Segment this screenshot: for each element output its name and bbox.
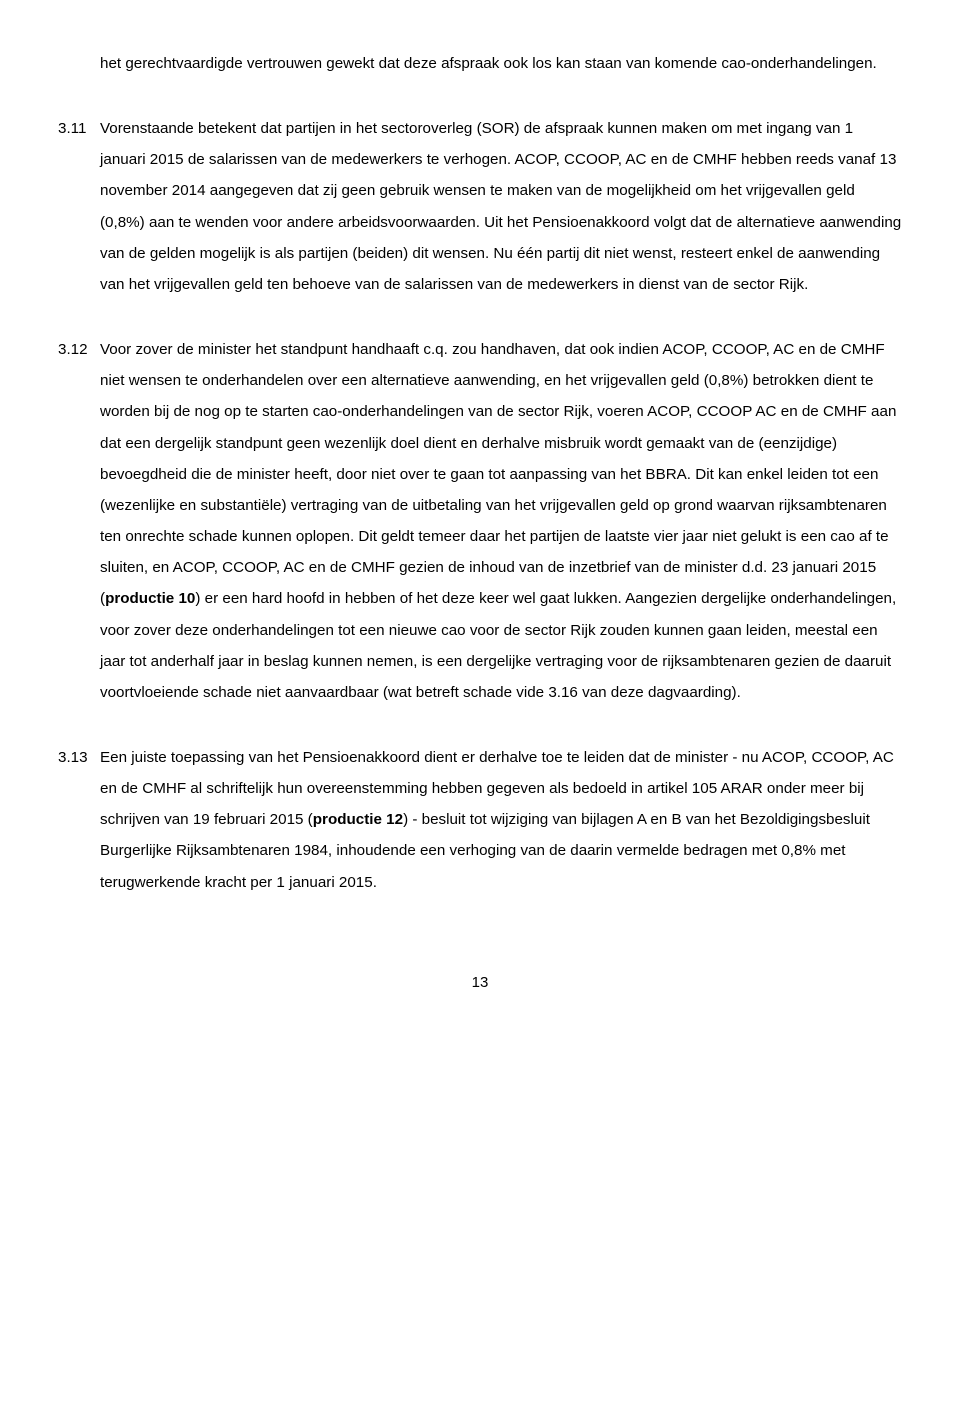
productie-10-ref: productie 10 [105,590,195,607]
para-3-12-text-a: Voor zover de minister het standpunt han… [100,341,896,607]
para-3-11: 3.11 Vorenstaande betekent dat partijen … [58,113,902,300]
para-number-3-13: 3.13 [58,742,100,773]
para-3-13: 3.13 Een juiste toepassing van het Pensi… [58,742,902,898]
productie-12-ref: productie 12 [313,811,403,828]
para-body-3-13: Een juiste toepassing van het Pensioenak… [100,742,902,898]
para-3-10-continuation: het gerechtvaardigde vertrouwen gewekt d… [100,48,902,79]
para-3-12-text-b: ) er een hard hoofd in hebben of het dez… [100,590,896,700]
para-number-3-12: 3.12 [58,334,100,365]
page-number: 13 [58,968,902,999]
para-body-3-12: Voor zover de minister het standpunt han… [100,334,902,708]
para-number-3-11: 3.11 [58,113,100,144]
para-body-3-11: Vorenstaande betekent dat partijen in he… [100,113,902,300]
para-3-12: 3.12 Voor zover de minister het standpun… [58,334,902,708]
